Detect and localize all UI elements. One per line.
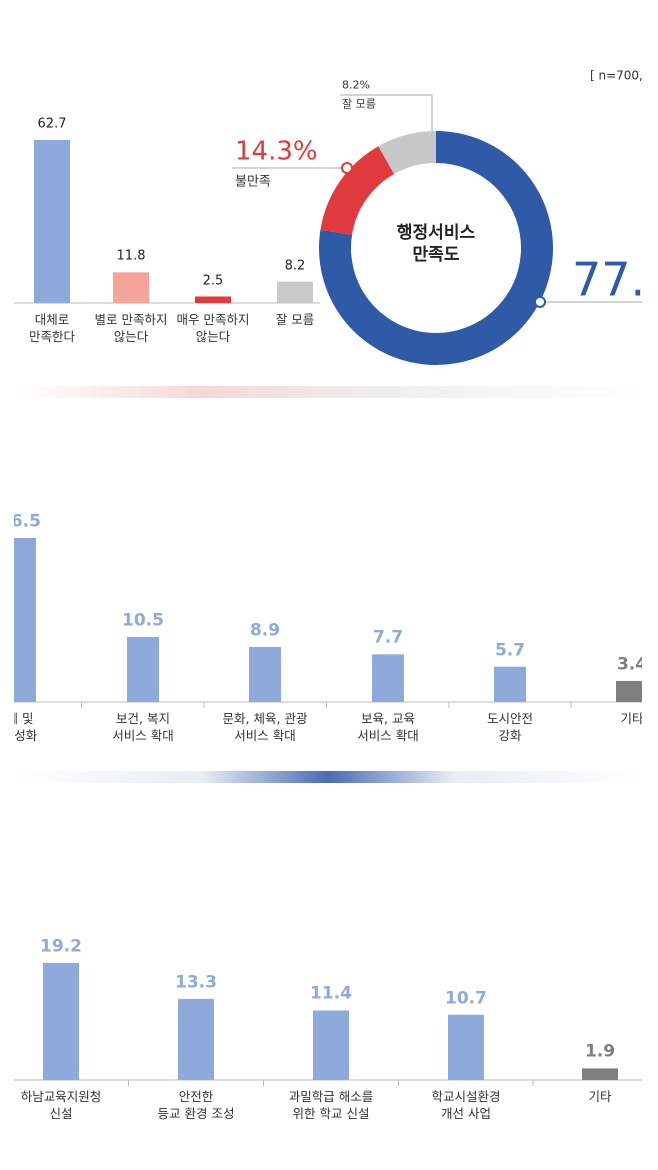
- bar: [34, 139, 70, 303]
- category-label: 잘 모름: [275, 312, 315, 327]
- separator: [14, 771, 642, 783]
- value-label: 11.4: [310, 983, 352, 1004]
- chart: [14, 962, 642, 1086]
- callout-dot: [341, 162, 353, 174]
- bar: [43, 962, 79, 1080]
- panel: 26.5 제 및 활성화 10.5 보건, 복지 서비스 확대 8.9 문화, 체육, 관…: [14, 400, 642, 770]
- bar: [249, 646, 281, 702]
- bar: [277, 281, 313, 303]
- bar: [313, 1010, 349, 1080]
- value-label: 8.9: [249, 620, 281, 641]
- value-label: 8.2%: [342, 78, 370, 92]
- bar: [113, 272, 149, 303]
- category-label: 하남교육지원청 신설: [20, 1089, 102, 1121]
- chart: [14, 537, 642, 708]
- value-label: 14.3%: [235, 136, 318, 167]
- category-label: 기타: [588, 1089, 612, 1104]
- panel: 19.2 하남교육지원청 신설 13.3 안전한 등교 환경 조성 11.4 과밀학급 해…: [14, 785, 642, 1145]
- bar: [127, 637, 159, 702]
- value-label: 1.9: [584, 1041, 616, 1062]
- value-label: 7.7: [372, 627, 404, 648]
- value-label: 5.7: [494, 640, 526, 661]
- value-label: 26.5: [14, 511, 41, 532]
- category-label: 기타: [620, 711, 642, 726]
- category-label: 도시안전 강화: [486, 711, 534, 743]
- bar: [195, 296, 231, 303]
- category-label: 별로 만족하지 않는다: [94, 312, 168, 344]
- callout-line: [340, 94, 433, 131]
- value-label: 13.3: [175, 972, 217, 993]
- value-label: 10.5: [122, 610, 164, 631]
- chart: [14, 94, 642, 365]
- bar: [14, 537, 36, 702]
- category-label: 대체로 만족한다: [28, 312, 76, 344]
- bar: [616, 680, 642, 702]
- value-label: 2.5: [202, 273, 224, 288]
- value-label: 11.8: [116, 248, 146, 264]
- donut-title: 행정서비스 만족도: [396, 223, 476, 265]
- bar: [372, 654, 404, 702]
- category-label: 안전한 등교 환경 조성: [157, 1089, 235, 1121]
- bar: [448, 1014, 484, 1080]
- bar: [582, 1068, 618, 1080]
- category-label: 불만족: [235, 174, 271, 190]
- separator: [14, 386, 642, 398]
- bar: [494, 666, 526, 702]
- value-label: 3.4: [616, 654, 642, 675]
- category-label: 제 및 활성화: [14, 711, 38, 743]
- callout-dot: [534, 296, 546, 308]
- panel: 62.7 대체로 만족한다 11.8 별로 만족하지 않는다 2.5 매우 만족하지 않는…: [14, 0, 642, 385]
- category-label: 보건, 복지 서비스 확대: [112, 711, 174, 743]
- value-label: 62.7: [37, 116, 67, 132]
- category-label: 보육, 교육 서비스 확대: [357, 711, 419, 743]
- value-label: 8.2: [284, 258, 306, 274]
- donut-segment: [320, 146, 395, 235]
- donut-segment: [378, 131, 436, 175]
- annotation: [ n=700,: [590, 68, 642, 83]
- value-label: 77.5%: [572, 252, 642, 307]
- bar: [178, 998, 214, 1080]
- category-label: 과밀학급 해소를 위한 학교 신설: [288, 1089, 374, 1121]
- category-label: 잘 모름: [342, 97, 376, 111]
- value-label: 10.7: [445, 988, 487, 1009]
- value-label: 19.2: [40, 936, 82, 957]
- category-label: 학교시설환경 개선 사업: [431, 1089, 501, 1121]
- category-label: 매우 만족하지 않는다: [176, 312, 250, 344]
- category-label: 문화, 체육, 관광 서비스 확대: [222, 711, 308, 743]
